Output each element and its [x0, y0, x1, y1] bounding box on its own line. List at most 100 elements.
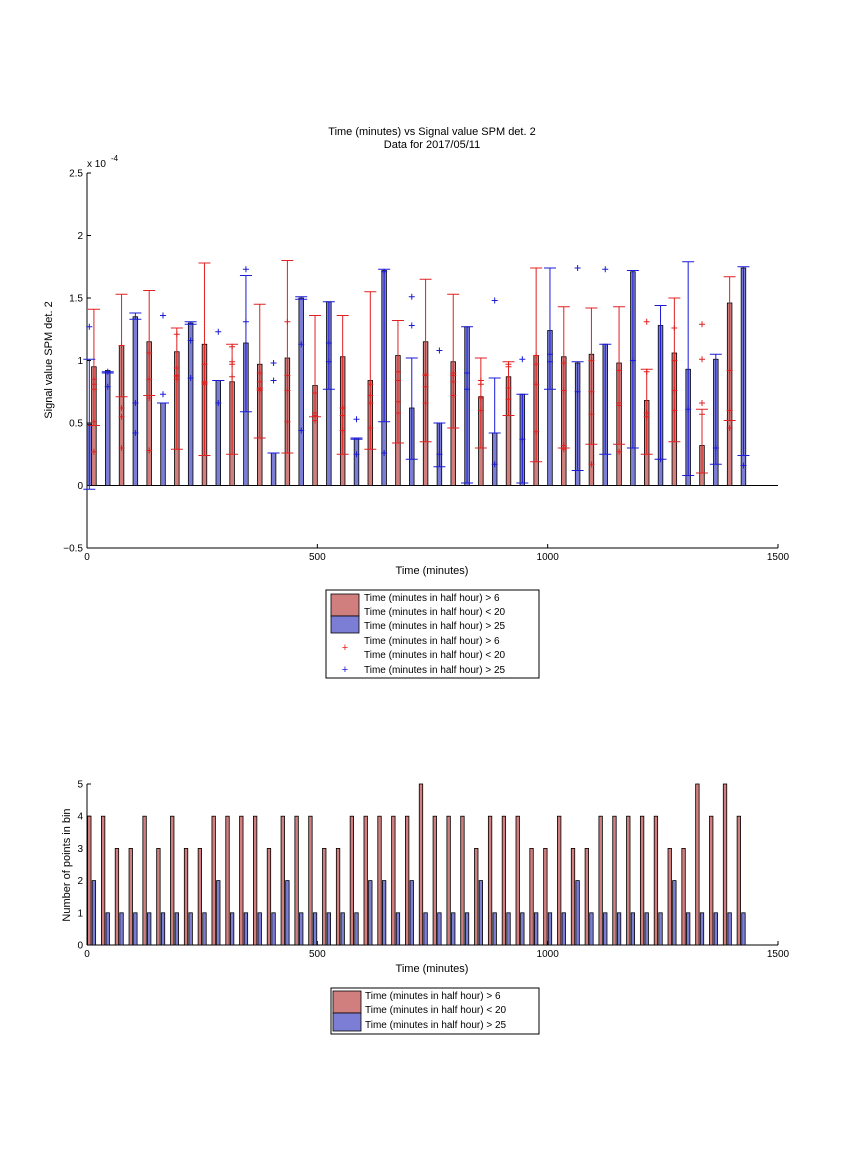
exponent-power: -4	[111, 154, 119, 163]
bottom-bar-blue	[382, 880, 387, 946]
bottom-bar-blue	[672, 880, 677, 946]
bottom-bar-red	[253, 815, 258, 946]
bottom-bar-blue	[160, 912, 166, 946]
top-bar-blue	[270, 452, 277, 486]
top-x-tick-label: 1500	[767, 552, 790, 563]
bottom-bar-red	[280, 815, 285, 946]
bottom-bar-red	[681, 848, 686, 946]
top-y-tick-label: 1	[77, 356, 83, 367]
bottom-bar-red	[322, 848, 327, 946]
top-legend-entry-5: Time (minutes in half hour) < 20	[364, 650, 506, 661]
top-legend-swatch-red	[330, 593, 360, 617]
bottom-y-tick-label: 3	[77, 844, 83, 855]
bottom-bar-red	[487, 815, 493, 946]
bottom-bar-blue	[437, 912, 442, 946]
bottom-bar-blue	[257, 912, 262, 946]
bottom-bar-blue	[174, 912, 179, 946]
bottom-y-tick-label: 2	[77, 876, 83, 887]
bottom-bar-blue	[464, 912, 470, 946]
bottom-bar-blue	[133, 912, 138, 946]
bottom-bar-red	[335, 848, 341, 946]
bottom-bar-red	[432, 815, 437, 946]
bottom-plot-area: 0 500 1000 1500 0 1 2 3 4 5	[77, 780, 789, 961]
bottom-bar-blue	[451, 912, 456, 946]
bottom-bar-blue	[547, 912, 553, 946]
bottom-bar-blue	[686, 912, 691, 946]
bottom-bar-red	[446, 815, 451, 946]
bottom-bar-red	[418, 783, 424, 946]
bottom-bar-red	[570, 848, 576, 946]
top-legend-entry-4: Time (minutes in half hour) > 6	[364, 636, 500, 647]
bottom-bar-blue	[478, 880, 483, 946]
bottom-legend-entry-2: Time (minutes in half hour) < 20	[365, 1005, 507, 1016]
bottom-y-tick-label: 4	[77, 812, 83, 823]
chart-title: Time (minutes) vs Signal value SPM det. …	[328, 126, 535, 138]
bottom-bar-blue	[312, 912, 318, 946]
top-bar-blue	[298, 297, 304, 486]
bottom-bar-red	[515, 815, 520, 946]
bottom-xlabel: Time (minutes)	[396, 963, 469, 975]
bottom-bar-red	[612, 815, 617, 946]
top-legend-entry-1: Time (minutes in half hour) > 6	[364, 593, 500, 604]
top-plot-area: 0 500 1000 1500−0.500.511.522.5	[63, 169, 789, 564]
bottom-bar-blue	[492, 912, 497, 946]
top-ylabel: Signal value SPM det. 2	[43, 301, 55, 418]
bottom-bar-red	[197, 848, 202, 946]
top-legend: + + Time (minutes in half hour) > 6 Time…	[325, 589, 540, 679]
bottom-bar-red	[722, 783, 728, 946]
bottom-x-tick-label: 1000	[537, 949, 560, 960]
bottom-bar-blue	[147, 912, 152, 946]
top-bar-blue	[353, 437, 360, 486]
bottom-bar-red	[156, 848, 161, 946]
exponent-base: x 10	[87, 159, 106, 170]
bottom-bar-red	[294, 815, 299, 946]
bottom-bar-blue	[243, 912, 249, 946]
top-y-tick-label: 2.5	[69, 169, 83, 180]
bottom-bar-blue	[727, 912, 732, 946]
top-xlabel: Time (minutes)	[396, 565, 469, 577]
bottom-bar-red	[501, 815, 507, 946]
bottom-bar-blue	[216, 880, 221, 946]
bottom-bar-blue	[395, 912, 401, 946]
top-y-tick-label: 1.5	[69, 294, 83, 305]
bottom-x-tick-label: 0	[84, 949, 90, 960]
top-x-tick-label: 500	[309, 552, 326, 563]
bottom-bar-red	[87, 815, 92, 946]
bottom-bar-blue	[368, 880, 373, 946]
bottom-bar-red	[170, 815, 175, 946]
bottom-bar-red	[100, 815, 106, 946]
bottom-bar-blue	[506, 912, 511, 946]
bottom-bar-red	[391, 815, 396, 946]
top-y-tick-label: 2	[77, 231, 83, 242]
bottom-bar-red	[239, 815, 244, 946]
top-bar-blue	[491, 432, 498, 486]
bottom-bar-blue	[188, 912, 193, 946]
bottom-bar-blue	[202, 912, 207, 946]
top-x-tick-label: 0	[84, 552, 90, 563]
bottom-bar-red	[736, 815, 741, 946]
bottom-bar-blue	[229, 912, 235, 946]
bottom-bar-blue	[741, 912, 746, 946]
bottom-legend-box	[330, 987, 540, 1035]
bottom-bar-red	[266, 848, 272, 946]
bottom-bar-blue	[534, 912, 539, 946]
exponent-label: x 10 -4	[87, 154, 119, 170]
bottom-bar-red	[598, 815, 603, 946]
bottom-bar-blue	[91, 880, 97, 946]
top-bar-blue	[215, 380, 221, 486]
bottom-legend-swatch-blue	[332, 1012, 362, 1032]
bottom-bar-blue	[409, 880, 414, 946]
top-legend-entry-3: Time (minutes in half hour) > 25	[364, 621, 506, 632]
bottom-legend-entry-1: Time (minutes in half hour) > 6	[365, 991, 501, 1002]
top-bar-blue	[187, 322, 194, 486]
bottom-bar-red	[543, 848, 548, 946]
bottom-x-tick-label: 1500	[767, 949, 790, 960]
top-legend-entry-6: Time (minutes in half hour) > 25	[364, 665, 506, 676]
bottom-bar-red	[584, 848, 589, 946]
top-legend-swatch-blue	[330, 615, 360, 634]
top-y-tick-label: −0.5	[63, 544, 83, 555]
bottom-bar-red	[349, 815, 355, 946]
bottom-bar-red	[308, 815, 313, 946]
bottom-y-tick-label: 0	[77, 941, 83, 952]
